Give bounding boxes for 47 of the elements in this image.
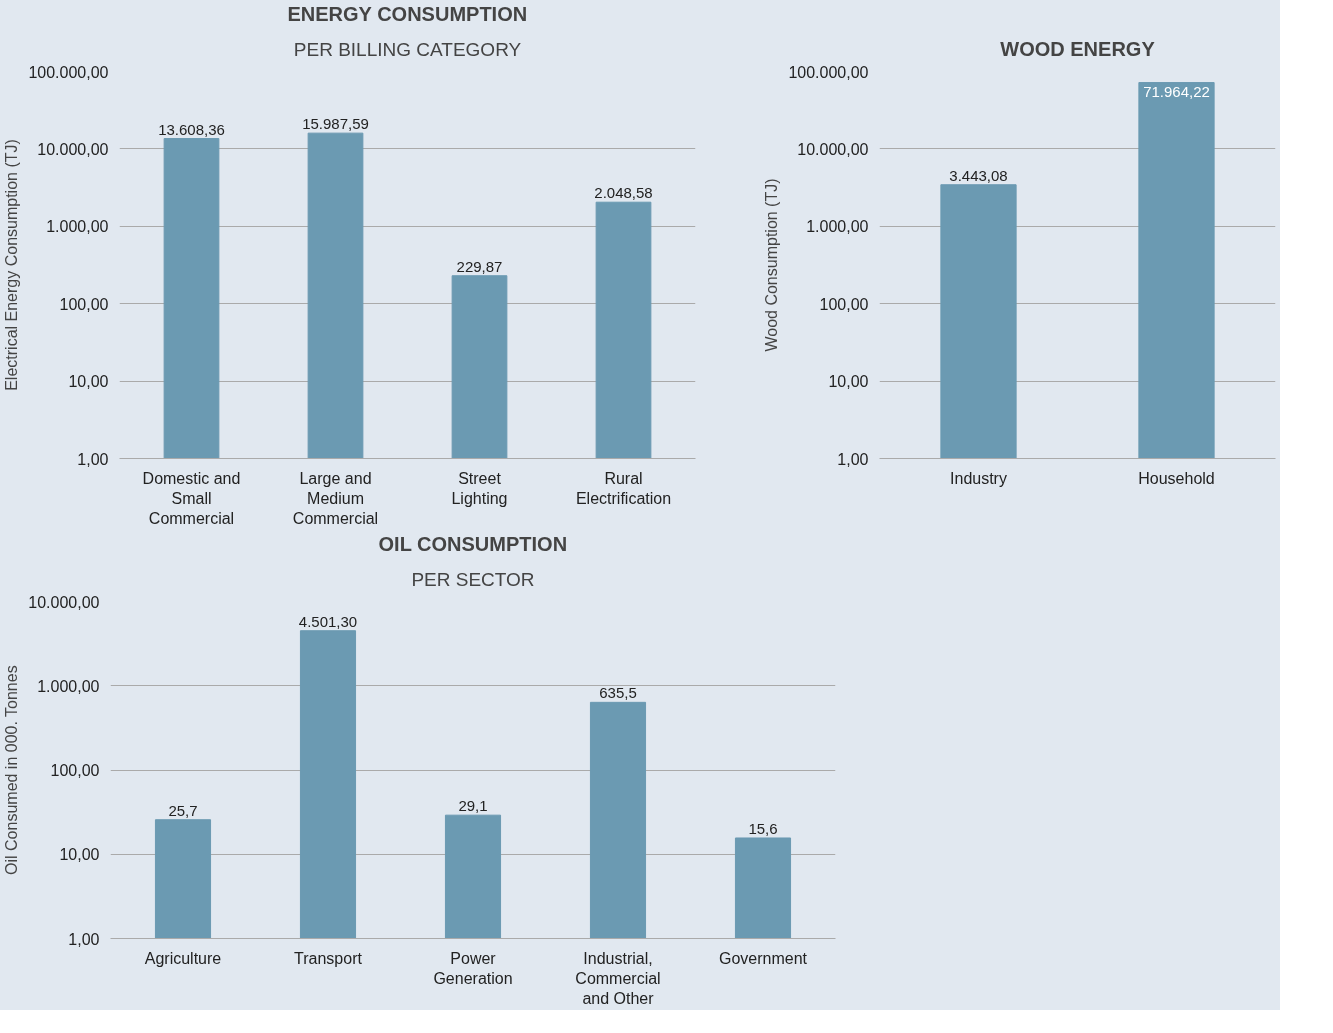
- x-tick-label: Street Lighting: [451, 469, 508, 507]
- data-label: 2.048,58: [594, 184, 653, 202]
- chart-subtitle: PER BILLING CATEGORY: [293, 38, 522, 60]
- x-tick-label: Domestic and Small Commercial: [142, 469, 241, 528]
- x-tick-label: Industry: [950, 469, 1007, 487]
- y-axis-title: Electrical Energy Consumption (TJ): [3, 139, 21, 391]
- x-tick-label: Rural Electrification: [575, 469, 672, 507]
- y-tick-label: 100,00: [819, 295, 869, 313]
- y-tick-label: 10.000,00: [797, 140, 869, 158]
- x-tick-label: Government: [718, 949, 808, 967]
- chart-title: ENERGY CONSUMPTION: [287, 2, 528, 25]
- x-tick-label: Agriculture: [144, 949, 222, 967]
- y-tick-label: 100,00: [59, 295, 109, 313]
- data-label: 13.608,36: [158, 120, 225, 138]
- y-tick-label: 10.000,00: [37, 140, 109, 158]
- y-tick-label: 1.000,00: [806, 218, 869, 236]
- data-label: 229,87: [456, 257, 503, 275]
- x-tick-label: Household: [1138, 469, 1215, 487]
- y-axis-title: Wood Consumption (TJ): [763, 178, 781, 352]
- data-label: 4.501,30: [298, 612, 358, 630]
- y-tick-label: 1.000,00: [46, 218, 109, 236]
- chart-subtitle: PER SECTOR: [411, 568, 535, 590]
- y-tick-label: 100.000,00: [28, 63, 109, 81]
- y-tick-label: 10,00: [59, 846, 100, 864]
- chart-title: OIL CONSUMPTION: [378, 532, 568, 555]
- data-label: 15.987,59: [302, 115, 369, 133]
- y-tick-label: 1,00: [837, 450, 869, 468]
- y-tick-label: 1,00: [77, 450, 109, 468]
- y-tick-label: 10,00: [68, 373, 109, 391]
- data-label: 71.964,22: [1143, 82, 1210, 100]
- data-label: 635,5: [599, 684, 637, 702]
- data-label: 25,7: [168, 801, 198, 819]
- y-axis-title: Oil Consumed in 000. Tonnes: [3, 665, 21, 875]
- y-tick-label: 100.000,00: [788, 63, 869, 81]
- x-tick-label: Power Generation: [433, 949, 513, 987]
- x-tick-label: Large and Medium Commercial: [292, 469, 379, 528]
- y-tick-label: 1.000,00: [37, 677, 100, 695]
- y-tick-label: 10,00: [828, 373, 869, 391]
- x-tick-label: Transport: [294, 949, 363, 967]
- x-tick-label: Industrial, Commercial and Other: [575, 949, 661, 1008]
- y-tick-label: 10.000,00: [28, 593, 100, 611]
- y-tick-label: 1,00: [68, 930, 100, 948]
- data-label: 29,1: [458, 797, 488, 815]
- y-tick-label: 100,00: [50, 762, 100, 779]
- chart-title: WOOD ENERGY: [1000, 37, 1156, 60]
- data-label: 15,6: [748, 819, 778, 837]
- data-label: 3.443,08: [949, 166, 1008, 184]
